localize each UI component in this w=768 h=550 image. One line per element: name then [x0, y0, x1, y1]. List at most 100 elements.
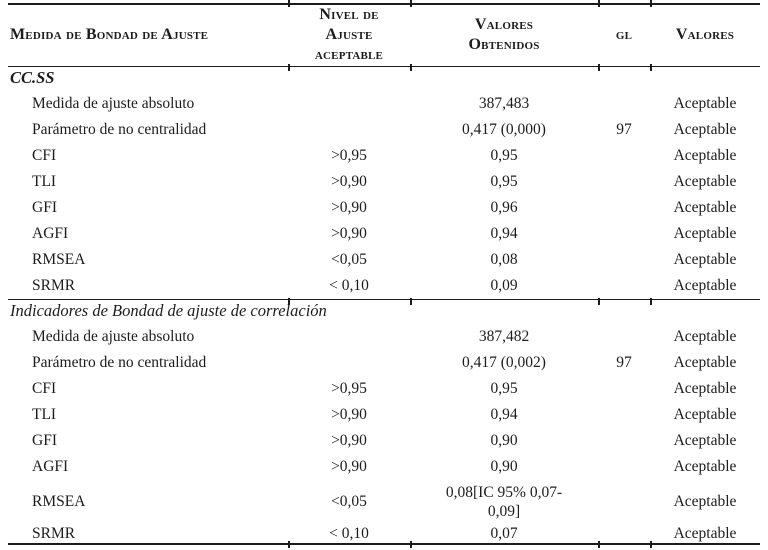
table-row: Parámetro de no centralidad 0,417 (0,002…	[8, 350, 760, 376]
column-divider-tick	[288, 541, 290, 548]
header-acceptable-level-label: Nivel de Ajuste aceptable	[314, 6, 384, 64]
cell-gl	[598, 247, 650, 273]
cell-acceptable-level	[288, 91, 410, 117]
cell-acceptable-level	[288, 117, 410, 143]
column-divider-tick	[288, 64, 290, 71]
table-body: CC.SS Medida de ajuste absoluto 387,483 …	[8, 66, 760, 544]
cell-result: Aceptable	[673, 432, 737, 450]
table-row: AGFI >0,90 0,90 Aceptable	[8, 454, 760, 480]
header-values: Valores	[650, 4, 760, 66]
table-row: CFI >0,95 0,95 Aceptable	[8, 143, 760, 169]
cell-gl	[598, 402, 650, 428]
cell-measure-label: TLI	[32, 173, 57, 191]
cell-measure-label: CFI	[32, 147, 57, 165]
cell-measure-label: GFI	[32, 432, 57, 450]
cell-obtained-value: 0,09	[490, 277, 518, 295]
cell-result: Aceptable	[673, 525, 737, 542]
cell-measure-label: SRMR	[32, 525, 76, 542]
cell-measure-label: AGFI	[32, 458, 69, 476]
table-row: GFI >0,90 0,96 Aceptable	[8, 195, 760, 221]
cell-acceptable-level: >0,90	[331, 173, 367, 191]
cell-obtained-value: 0,94	[490, 406, 518, 424]
cell-obtained-value: 0,96	[490, 199, 518, 217]
table-row: GFI >0,90 0,90 Aceptable	[8, 428, 760, 454]
table-row: RMSEA <0,05 0,08 Aceptable	[8, 247, 760, 273]
table-row: Parámetro de no centralidad 0,417 (0,000…	[8, 117, 760, 143]
cell-gl	[598, 143, 650, 169]
cell-obtained-value: 0,417 (0,002)	[462, 354, 546, 372]
cell-obtained-value: 0,08	[490, 251, 518, 269]
cell-acceptable-level: >0,90	[331, 199, 367, 217]
cell-measure-label: RMSEA	[32, 251, 86, 269]
table-row: CFI >0,95 0,95 Aceptable	[8, 376, 760, 402]
cell-obtained-value: 0,90	[490, 432, 518, 450]
table-header: Medida de Bondad de Ajuste Nivel de Ajus…	[8, 4, 760, 66]
cell-result: Aceptable	[673, 277, 737, 295]
cell-result: Aceptable	[673, 121, 737, 139]
table-row: AGFI >0,90 0,94 Aceptable	[8, 221, 760, 247]
column-divider-tick	[598, 541, 600, 548]
cell-measure-label: TLI	[32, 406, 57, 424]
cell-acceptable-level: >0,90	[331, 406, 367, 424]
column-divider-tick	[598, 64, 600, 71]
table-row: TLI >0,90 0,94 Aceptable	[8, 402, 760, 428]
cell-result: Aceptable	[673, 380, 737, 398]
header-obtained-values-label: Valores Obtenidos	[468, 16, 540, 54]
table-row: SRMR < 0,10 0,07 Aceptable	[8, 524, 760, 544]
cell-acceptable-level: >0,90	[331, 225, 367, 243]
cell-measure-label: GFI	[32, 199, 57, 217]
section-title: CC.SS	[10, 68, 55, 88]
cell-acceptable-level	[288, 324, 410, 350]
header-row: Medida de Bondad de Ajuste Nivel de Ajus…	[8, 4, 760, 66]
column-divider-tick	[598, 298, 600, 305]
cell-gl	[598, 221, 650, 247]
cell-measure-label: Parámetro de no centralidad	[32, 354, 207, 372]
column-divider-tick	[288, 298, 290, 305]
column-divider-tick	[650, 541, 652, 548]
cell-result: Aceptable	[673, 493, 737, 511]
cell-obtained-value: 387,482	[478, 328, 530, 346]
cell-measure-label: RMSEA	[32, 493, 86, 511]
cell-measure-label: AGFI	[32, 225, 69, 243]
cell-acceptable-level: >0,95	[331, 147, 367, 165]
header-gl: gl	[598, 4, 650, 66]
cell-result: Aceptable	[673, 406, 737, 424]
cell-acceptable-level	[288, 350, 410, 376]
column-divider-tick	[410, 298, 412, 305]
table-row: Medida de ajuste absoluto 387,483 Acepta…	[8, 91, 760, 117]
header-values-label: Valores	[675, 26, 735, 44]
header-measure: Medida de Bondad de Ajuste	[8, 4, 288, 66]
column-divider-tick	[598, 0, 600, 7]
cell-result: Aceptable	[673, 147, 737, 165]
table-row: TLI >0,90 0,95 Aceptable	[8, 169, 760, 195]
cell-gl	[598, 324, 650, 350]
cell-gl: 97	[616, 354, 632, 372]
cell-result: Aceptable	[673, 225, 737, 243]
cell-gl	[598, 376, 650, 402]
cell-obtained-value: 0,07	[490, 525, 518, 542]
header-measure-label: Medida de Bondad de Ajuste	[10, 26, 209, 44]
cell-obtained-value: 0,95	[490, 147, 518, 165]
header-gl-label: gl	[615, 26, 633, 44]
cell-gl: 97	[616, 121, 632, 139]
cell-gl	[598, 480, 650, 524]
cell-result: Aceptable	[673, 95, 737, 113]
cell-gl	[598, 524, 650, 544]
cell-obtained-value: 0,417 (0,000)	[462, 121, 546, 139]
cell-obtained-value: 0,94	[490, 225, 518, 243]
cell-acceptable-level: >0,90	[331, 458, 367, 476]
cell-gl	[598, 195, 650, 221]
cell-result: Aceptable	[673, 328, 737, 346]
cell-acceptable-level: <0,05	[331, 493, 367, 511]
cell-result: Aceptable	[673, 173, 737, 191]
cell-gl	[598, 454, 650, 480]
cell-measure-label: Parámetro de no centralidad	[32, 121, 207, 139]
column-divider-tick	[650, 0, 652, 7]
column-divider-tick	[410, 541, 412, 548]
column-divider-tick	[650, 298, 652, 305]
cell-result: Aceptable	[673, 199, 737, 217]
table-row: SRMR < 0,10 0,09 Aceptable	[8, 273, 760, 299]
cell-result: Aceptable	[673, 458, 737, 476]
cell-result: Aceptable	[673, 354, 737, 372]
